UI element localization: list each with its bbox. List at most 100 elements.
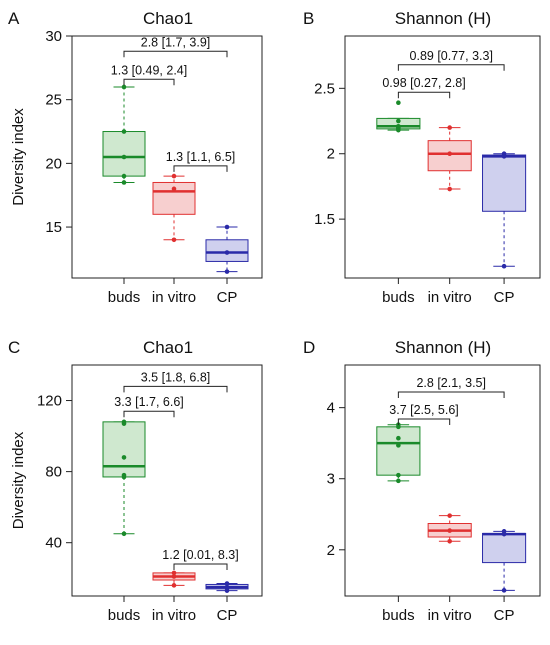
significance-bracket-b bbox=[397, 91, 451, 99]
data-point-b bbox=[396, 127, 401, 133]
x-tick-label-b: CP bbox=[494, 289, 515, 306]
panel-title-b: Shannon (H) bbox=[395, 9, 491, 28]
data-point-d bbox=[396, 472, 401, 478]
panel-letter-b: B bbox=[303, 9, 314, 28]
data-point-b bbox=[501, 154, 507, 159]
data-point-a bbox=[121, 173, 127, 179]
panel-title-d: Shannon (H) bbox=[395, 338, 491, 357]
x-tick-label-b: in vitro bbox=[428, 289, 472, 306]
bracket-label-b: 0.98 [0.27, 2.8] bbox=[382, 76, 465, 90]
data-point-d bbox=[447, 513, 452, 518]
y-tick-label-d: 4 bbox=[327, 400, 335, 417]
y-tick-label-c: 40 bbox=[45, 535, 62, 552]
y-tick-label-a: 20 bbox=[45, 155, 62, 172]
data-point-b bbox=[396, 100, 401, 106]
data-point-b bbox=[447, 151, 452, 157]
data-point-a bbox=[121, 180, 127, 185]
data-point-d bbox=[501, 588, 507, 593]
x-tick-label-a: in vitro bbox=[152, 289, 196, 306]
y-tick-label-b: 1.5 bbox=[314, 211, 335, 228]
data-point-a bbox=[121, 129, 127, 134]
data-point-d bbox=[447, 528, 452, 533]
y-axis-label-c: Diversity index bbox=[10, 431, 27, 529]
data-point-c bbox=[224, 588, 230, 593]
bracket-label-a: 1.3 [0.49, 2.4] bbox=[111, 63, 187, 77]
bracket-label-c: 3.3 [1.7, 6.6] bbox=[114, 395, 184, 409]
panel-letter-a: A bbox=[8, 9, 20, 28]
data-point-d bbox=[396, 424, 401, 430]
x-tick-label-c: buds bbox=[108, 607, 141, 624]
box-d-0 bbox=[376, 426, 421, 476]
y-tick-label-b: 2 bbox=[327, 146, 335, 163]
y-tick-label-d: 2 bbox=[327, 542, 335, 559]
bracket-label-a: 2.8 [1.7, 3.9] bbox=[141, 35, 211, 49]
data-point-a bbox=[171, 186, 177, 192]
data-point-c bbox=[171, 574, 177, 579]
plot-frame-d bbox=[344, 364, 541, 597]
data-point-c bbox=[224, 584, 230, 590]
plot-frame-b bbox=[344, 35, 541, 279]
box-a-0 bbox=[102, 131, 146, 177]
x-tick-label-d: CP bbox=[494, 607, 515, 624]
x-tick-label-c: in vitro bbox=[152, 607, 196, 624]
data-point-a bbox=[121, 154, 127, 160]
data-point-c bbox=[171, 583, 177, 588]
x-tick-label-d: in vitro bbox=[428, 607, 472, 624]
data-point-c bbox=[224, 581, 230, 586]
data-point-d bbox=[447, 538, 452, 544]
significance-bracket-d bbox=[397, 391, 505, 399]
data-point-d bbox=[396, 435, 401, 441]
data-point-c bbox=[121, 455, 127, 460]
bracket-label-c: 3.5 [1.8, 6.8] bbox=[141, 370, 211, 384]
data-point-d bbox=[501, 531, 507, 537]
y-tick-label-c: 120 bbox=[37, 393, 62, 410]
x-tick-label-d: buds bbox=[382, 607, 415, 624]
y-tick-label-a: 30 bbox=[45, 28, 62, 45]
data-point-a bbox=[224, 224, 230, 230]
y-tick-label-a: 25 bbox=[45, 92, 62, 109]
panel-letter-d: D bbox=[303, 338, 315, 357]
bracket-label-d: 2.8 [2.1, 3.5] bbox=[416, 376, 486, 390]
significance-bracket-a bbox=[123, 50, 228, 58]
significance-bracket-a bbox=[123, 78, 175, 86]
plot-frame-c bbox=[71, 364, 263, 597]
y-axis-label-a: Diversity index bbox=[10, 108, 27, 206]
box-d-2 bbox=[482, 532, 527, 564]
data-point-a bbox=[171, 237, 177, 243]
significance-bracket-a bbox=[173, 165, 228, 172]
significance-bracket-c bbox=[173, 563, 228, 571]
plot-frame-a bbox=[71, 35, 263, 279]
data-point-b bbox=[447, 125, 452, 130]
panel-title-a: Chao1 bbox=[143, 9, 193, 28]
bracket-label-c: 1.2 [0.01, 8.3] bbox=[162, 548, 238, 562]
y-tick-label-c: 80 bbox=[45, 464, 62, 481]
y-tick-label-b: 2.5 bbox=[314, 80, 335, 97]
x-tick-label-c: CP bbox=[217, 607, 238, 624]
data-point-b bbox=[501, 263, 507, 269]
bracket-label-a: 1.3 [1.1, 6.5] bbox=[166, 150, 236, 164]
bracket-label-b: 0.89 [0.77, 3.3] bbox=[410, 49, 493, 63]
x-tick-label-b: buds bbox=[382, 289, 415, 306]
data-point-d bbox=[396, 443, 401, 448]
bracket-label-d: 3.7 [2.5, 5.6] bbox=[389, 403, 459, 417]
x-tick-label-a: buds bbox=[108, 289, 141, 306]
panel-letter-c: C bbox=[8, 338, 20, 357]
data-point-a bbox=[171, 173, 177, 179]
data-point-c bbox=[121, 474, 127, 480]
box-c-0 bbox=[102, 421, 146, 478]
y-tick-label-d: 3 bbox=[327, 471, 335, 488]
significance-bracket-c bbox=[123, 410, 175, 418]
x-tick-label-a: CP bbox=[217, 289, 238, 306]
data-point-c bbox=[121, 531, 127, 537]
data-point-a bbox=[224, 250, 230, 255]
significance-bracket-c bbox=[123, 385, 228, 393]
panel-title-c: Chao1 bbox=[143, 338, 193, 357]
significance-bracket-d bbox=[397, 418, 451, 426]
data-point-b bbox=[447, 186, 452, 192]
data-point-d bbox=[396, 478, 401, 484]
data-point-a bbox=[121, 84, 127, 90]
data-point-c bbox=[171, 570, 177, 576]
data-point-b bbox=[396, 118, 401, 124]
